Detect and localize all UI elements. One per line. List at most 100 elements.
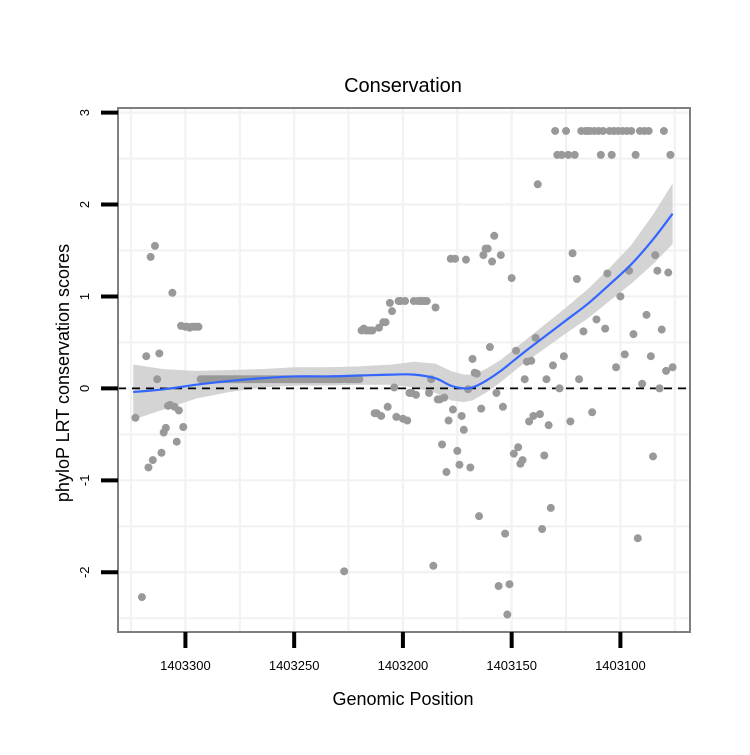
data-point [161, 423, 170, 432]
data-point [512, 346, 521, 355]
data-point [459, 425, 468, 434]
smooth-fit-layer [133, 213, 674, 394]
y-tick-label: 0 [77, 385, 92, 392]
data-point [540, 451, 549, 460]
data-point [575, 375, 584, 384]
data-point [507, 274, 516, 283]
data-point [627, 126, 636, 135]
data-point [148, 456, 157, 465]
data-point [168, 288, 177, 297]
y-axis: -2 -1 0 1 2 3 [77, 109, 118, 578]
data-point [374, 323, 383, 332]
data-point [155, 349, 164, 358]
data-point [651, 251, 660, 260]
data-point [153, 375, 162, 384]
data-point [453, 446, 462, 455]
data-point [664, 268, 673, 277]
data-point [644, 126, 653, 135]
data-point [461, 255, 470, 264]
data-point [355, 375, 364, 384]
data-point [588, 408, 597, 417]
data-point [529, 411, 538, 420]
data-point [616, 292, 625, 301]
data-point [492, 388, 501, 397]
data-point [455, 460, 464, 469]
data-point [411, 390, 420, 399]
data-point [601, 324, 610, 333]
x-tick-label: 1403150 [486, 658, 537, 673]
data-point [503, 610, 512, 619]
data-point [642, 310, 651, 319]
data-point [438, 440, 447, 449]
data-point [494, 582, 503, 591]
data-point [607, 150, 616, 159]
data-point [179, 422, 188, 431]
data-point [599, 126, 608, 135]
x-tick-label: 1403100 [595, 658, 646, 673]
data-point [551, 126, 560, 135]
data-point [662, 366, 671, 375]
data-point [368, 326, 377, 335]
data-point [388, 307, 397, 316]
data-point [422, 297, 431, 306]
smooth-fit-line [133, 213, 674, 394]
data-point [653, 266, 662, 275]
confidence-ribbon-layer [133, 183, 673, 420]
data-point [570, 150, 579, 159]
data-point [479, 251, 488, 260]
data-point [444, 416, 453, 425]
data-point [498, 402, 507, 411]
x-tick-label: 1403200 [378, 658, 429, 673]
data-point [535, 410, 544, 419]
data-point [466, 463, 475, 472]
chart-title: Conservation [344, 75, 462, 97]
data-point [533, 180, 542, 189]
data-point [383, 402, 392, 411]
y-tick-label: -1 [77, 475, 92, 487]
data-point [403, 416, 412, 425]
y-tick-label: 3 [77, 109, 92, 116]
x-axis-label: Genomic Position [332, 689, 473, 709]
data-point [544, 421, 553, 430]
data-point [157, 448, 166, 457]
y-axis-label: phyloP LRT conservation scores [53, 244, 73, 502]
data-point [572, 274, 581, 283]
data-point [340, 567, 349, 576]
data-point [555, 384, 564, 393]
data-point [638, 379, 647, 388]
data-point [457, 411, 466, 420]
data-point [137, 593, 146, 602]
data-point [146, 252, 155, 261]
data-point [440, 393, 449, 402]
data-point [174, 406, 183, 415]
data-point [620, 350, 629, 359]
data-point [194, 322, 203, 331]
y-tick-label: 2 [77, 201, 92, 208]
data-point [381, 318, 390, 327]
data-point [531, 333, 540, 342]
data-point [603, 269, 612, 278]
data-point [666, 150, 675, 159]
data-point [472, 369, 481, 378]
data-point [401, 297, 410, 306]
data-point [131, 413, 140, 422]
data-point [501, 529, 510, 538]
data-point [425, 388, 434, 397]
data-point [514, 443, 523, 452]
data-point [431, 303, 440, 312]
data-point [559, 352, 568, 361]
data-point [477, 404, 486, 413]
data-point [468, 354, 477, 363]
data-point [525, 417, 534, 426]
data-point [429, 561, 438, 570]
data-point [448, 405, 457, 414]
data-point [655, 384, 664, 393]
data-point [568, 249, 577, 258]
data-point [442, 468, 451, 477]
data-point [385, 298, 394, 307]
data-point [390, 383, 399, 392]
data-point [596, 150, 605, 159]
data-point [475, 512, 484, 521]
data-point [631, 150, 640, 159]
data-point [659, 126, 668, 135]
